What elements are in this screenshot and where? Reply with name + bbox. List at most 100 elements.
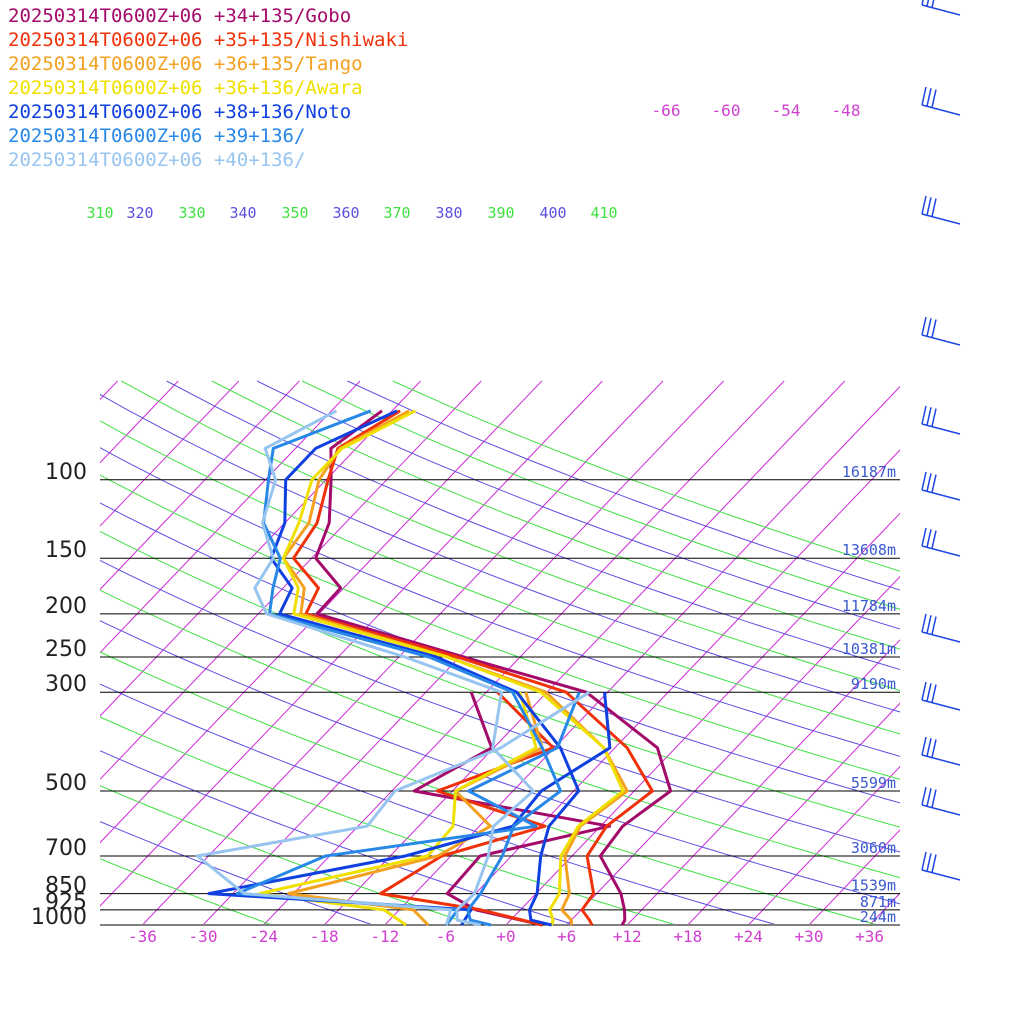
isotherm-line	[100, 380, 240, 527]
top-labels: -66 -60 -54 -48 310 320 330 340 350 360 370 380 390 4…	[86, 101, 860, 222]
legend-entry-awara: 20250314T0600Z+06 +36+136/Awara	[8, 77, 363, 99]
height-label: 244m	[860, 908, 896, 926]
x-tick-label: +0	[496, 927, 515, 946]
dewpoint-profile-1	[379, 691, 555, 927]
isotherm-line	[748, 765, 900, 924]
theta-label: 390	[487, 204, 514, 222]
height-label: 1539m	[851, 877, 896, 895]
legend-entry-noto: 20250314T0600Z+06 +38+136/Noto	[8, 101, 352, 123]
dry-adiabat-line	[100, 502, 900, 804]
legend-entry-tango: 20250314T0600Z+06 +36+135/Tango	[8, 53, 363, 75]
theta-label: 310	[86, 204, 113, 222]
x-tick-label: -12	[370, 927, 399, 946]
isotherm-top-label: -66	[652, 101, 681, 120]
x-tick-label: +6	[557, 927, 576, 946]
wind-barb	[921, 86, 961, 116]
x-tick-label: +18	[673, 927, 702, 946]
isotherm-line	[100, 380, 179, 464]
wind-barb	[921, 405, 961, 435]
theta-label: 340	[229, 204, 256, 222]
dry-adiabat-line	[166, 380, 900, 671]
pressure-label: 300	[45, 672, 87, 697]
isotherm-line	[263, 380, 785, 924]
pressure-label: 150	[45, 538, 87, 563]
theta-label: 360	[332, 204, 359, 222]
dry-adiabat-line	[100, 858, 271, 924]
isotherm-line	[506, 512, 900, 924]
dry-adiabat-line	[100, 821, 372, 924]
pressure-label: 500	[45, 771, 87, 796]
wind-barb	[921, 316, 961, 346]
dewpoint-profile-6	[195, 690, 591, 926]
temperature-profile-2	[281, 409, 629, 926]
height-label: 871m	[860, 893, 896, 911]
wind-barb	[921, 471, 961, 501]
theta-label: 410	[590, 204, 617, 222]
wind-barb	[921, 527, 961, 557]
height-label: 10381m	[842, 640, 896, 658]
dry-adiabat-line	[100, 620, 900, 905]
dry-adiabat-line	[100, 420, 900, 735]
isotherm-line	[930, 381, 1024, 925]
dry-adiabat-line	[100, 474, 900, 780]
wind-barb	[921, 681, 961, 711]
wind-barb	[921, 195, 961, 225]
temperature-axis: -36 -30 -24 -18 -12 -6 +0 +6 +12 +18 +24 +30 +36	[128, 927, 884, 946]
x-tick-label: -18	[310, 927, 339, 946]
temperature-profile-5	[262, 409, 562, 927]
isotherm-line	[100, 380, 421, 717]
x-tick-label: +36	[855, 927, 884, 946]
x-tick-label: +24	[734, 927, 763, 946]
height-label: 13608m	[842, 541, 896, 559]
dry-adiabat-line	[100, 447, 900, 757]
isotherm-line	[142, 380, 664, 924]
pressure-label: 850	[45, 874, 87, 899]
height-label: 11784m	[842, 597, 896, 615]
dry-adiabat-line	[121, 380, 900, 692]
temperature-profile-4	[269, 409, 581, 927]
dry-adiabat-line	[100, 785, 473, 924]
isotherm-line	[627, 639, 900, 924]
isotherm-line	[324, 380, 846, 924]
isotherm-top-label: -54	[772, 101, 801, 120]
x-tick-label: +30	[795, 927, 824, 946]
theta-label: 380	[435, 204, 462, 222]
x-tick-label: +12	[613, 927, 642, 946]
isotherm-line	[203, 380, 724, 924]
wind-barbs	[921, 0, 961, 881]
sounding-profiles	[195, 409, 673, 927]
legend-entry-39-136: 20250314T0600Z+06 +39+136/	[8, 125, 306, 147]
isotherm-top-label: -60	[712, 101, 741, 120]
theta-label: 330	[178, 204, 205, 222]
wind-barb	[921, 851, 961, 881]
dry-adiabat-line	[100, 683, 776, 924]
isotherm-line	[688, 702, 900, 924]
legend-entry-40-136: 20250314T0600Z+06 +40+136/	[8, 149, 306, 171]
theta-label: 370	[383, 204, 410, 222]
pressure-label: 100	[45, 460, 87, 485]
theta-label: 320	[126, 204, 153, 222]
isotherm-line	[100, 380, 300, 591]
theta-label: 400	[539, 204, 566, 222]
isotherm-line	[566, 575, 900, 924]
height-label: 16187m	[842, 463, 896, 481]
temperature-profile-1	[292, 409, 654, 926]
dry-adiabat-line	[100, 589, 900, 879]
dry-adiabat-line	[100, 750, 574, 924]
height-label: 5599m	[851, 774, 896, 792]
pressure-label: 200	[45, 594, 87, 619]
legend: 20250314T0600Z+06 +34+135/Gobo 20250314T…	[8, 4, 408, 172]
wind-barb	[921, 736, 961, 766]
dry-adiabat-line	[100, 393, 900, 713]
pressure-label: 700	[45, 836, 87, 861]
isotherm-line	[991, 381, 1024, 925]
pressure-levels: 100 16187m 150 13608m 200 11784m 250 10381m 300 9…	[31, 460, 900, 930]
temperature-profile-3	[281, 409, 625, 926]
theta-label: 350	[281, 204, 308, 222]
x-tick-label: -24	[249, 927, 278, 946]
x-tick-label: -30	[189, 927, 218, 946]
wind-barb	[921, 613, 961, 643]
height-label: 3060m	[851, 839, 896, 857]
pressure-label: 1000	[31, 905, 87, 930]
height-label: 9190m	[851, 675, 896, 693]
